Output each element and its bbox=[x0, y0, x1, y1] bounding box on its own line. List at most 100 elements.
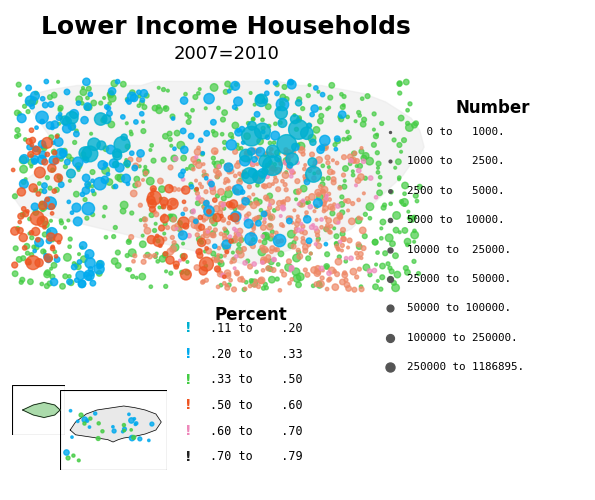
Point bbox=[268, 151, 277, 159]
Point bbox=[212, 214, 222, 222]
Point bbox=[208, 128, 218, 136]
Point bbox=[317, 216, 326, 224]
Point bbox=[159, 156, 168, 164]
Point bbox=[62, 124, 71, 132]
Polygon shape bbox=[13, 82, 424, 266]
Point bbox=[199, 172, 208, 179]
Point bbox=[226, 84, 236, 92]
Point bbox=[333, 202, 343, 210]
Point bbox=[159, 212, 169, 220]
Point bbox=[154, 237, 163, 245]
Point bbox=[55, 176, 65, 184]
Point bbox=[172, 225, 181, 233]
Point bbox=[118, 428, 127, 436]
Point bbox=[123, 162, 132, 170]
Point bbox=[339, 235, 348, 243]
Point bbox=[265, 222, 275, 230]
Point bbox=[401, 264, 411, 272]
Point bbox=[22, 242, 32, 250]
Point bbox=[320, 136, 330, 144]
Point bbox=[86, 265, 95, 273]
Point bbox=[385, 363, 394, 371]
Point bbox=[330, 268, 340, 276]
Point bbox=[314, 88, 323, 96]
Point bbox=[209, 255, 218, 263]
Point bbox=[230, 225, 239, 233]
Point bbox=[50, 120, 60, 128]
Point bbox=[322, 192, 331, 200]
Point bbox=[385, 187, 394, 195]
Point bbox=[350, 150, 359, 158]
Point bbox=[302, 216, 312, 224]
Point bbox=[211, 256, 221, 264]
Point bbox=[80, 149, 90, 157]
Point bbox=[151, 253, 160, 261]
Text: 250000 to 1186895.: 250000 to 1186895. bbox=[407, 362, 524, 372]
Point bbox=[281, 171, 290, 179]
Point bbox=[46, 254, 55, 262]
Point bbox=[220, 200, 230, 208]
Point bbox=[189, 156, 199, 164]
Point bbox=[355, 242, 364, 250]
Point bbox=[311, 158, 320, 166]
Point bbox=[387, 268, 396, 276]
Point bbox=[231, 188, 241, 196]
Point bbox=[89, 99, 99, 107]
Point bbox=[314, 188, 323, 196]
Point bbox=[262, 195, 272, 203]
Point bbox=[146, 146, 155, 154]
Point bbox=[279, 198, 289, 205]
Point bbox=[313, 268, 322, 276]
Point bbox=[348, 200, 358, 207]
Point bbox=[281, 150, 290, 158]
Point bbox=[234, 230, 243, 238]
Point bbox=[278, 177, 287, 185]
Point bbox=[270, 206, 279, 214]
Point bbox=[107, 94, 117, 102]
Point bbox=[400, 198, 409, 206]
Point bbox=[221, 244, 230, 252]
Point bbox=[109, 160, 118, 168]
Point bbox=[220, 272, 229, 280]
Point bbox=[205, 202, 215, 210]
Point bbox=[23, 108, 33, 116]
Point bbox=[274, 156, 284, 164]
Point bbox=[305, 81, 314, 89]
Text: 2500 to   5000.: 2500 to 5000. bbox=[407, 186, 505, 196]
Point bbox=[317, 144, 327, 152]
Point bbox=[359, 154, 368, 162]
Point bbox=[339, 171, 348, 179]
Point bbox=[69, 260, 79, 268]
Point bbox=[44, 237, 54, 245]
Point bbox=[412, 197, 422, 205]
Point bbox=[74, 456, 83, 464]
Point bbox=[181, 186, 190, 194]
Point bbox=[385, 128, 394, 136]
Point bbox=[32, 89, 41, 97]
Point bbox=[369, 141, 378, 149]
Point bbox=[315, 282, 324, 290]
Point bbox=[201, 248, 210, 256]
Point bbox=[199, 216, 209, 224]
Point bbox=[306, 250, 315, 258]
Point bbox=[129, 258, 138, 266]
Point bbox=[334, 258, 343, 266]
Point bbox=[171, 260, 181, 268]
Point bbox=[120, 201, 129, 209]
Point bbox=[112, 150, 122, 158]
Point bbox=[237, 204, 246, 212]
Point bbox=[89, 190, 99, 198]
Point bbox=[268, 228, 277, 236]
Point bbox=[312, 216, 321, 224]
Point bbox=[192, 248, 202, 256]
Point bbox=[107, 88, 116, 96]
Point bbox=[220, 280, 229, 287]
Point bbox=[215, 170, 224, 178]
Point bbox=[57, 156, 66, 164]
Point bbox=[319, 207, 328, 215]
Point bbox=[197, 238, 206, 246]
Point bbox=[233, 158, 243, 166]
Point bbox=[318, 187, 327, 195]
Point bbox=[321, 225, 331, 233]
Point bbox=[365, 271, 375, 279]
